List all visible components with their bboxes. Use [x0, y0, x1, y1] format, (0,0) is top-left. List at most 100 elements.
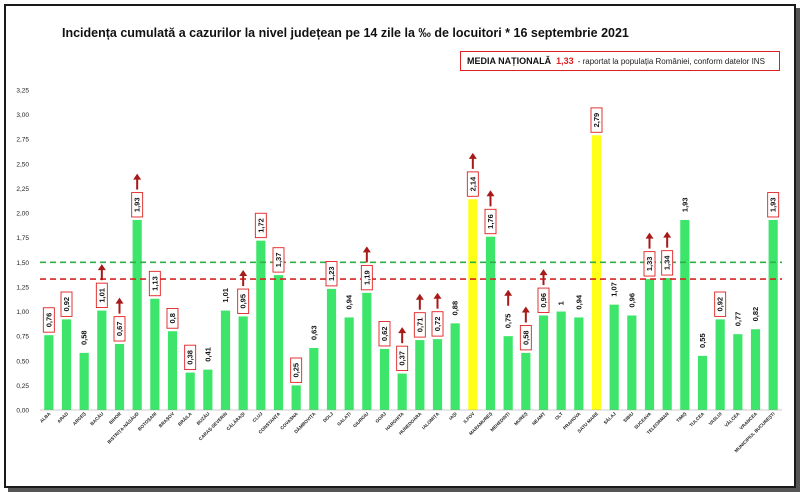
bar-tulcea — [697, 355, 708, 410]
value-label-box — [254, 212, 267, 239]
value-label: 2,79 — [592, 113, 601, 128]
x-tick-label: GALAȚI — [336, 411, 352, 427]
national-average-box: MEDIA NAȚIONALĂ 1,33 - raportat la popul… — [460, 51, 780, 71]
bar-satu-mare — [591, 135, 602, 411]
bar-timiș — [680, 219, 690, 410]
value-label: 0,41 — [203, 347, 212, 362]
value-label: 0,38 — [186, 350, 195, 365]
bar-botoșani — [150, 298, 160, 410]
value-label: 0,92 — [716, 297, 725, 312]
x-tick-label: SĂLAJ — [602, 410, 617, 425]
value-label: 0,94 — [345, 294, 354, 309]
value-label: 0,58 — [521, 330, 530, 345]
value-label: 0,95 — [239, 294, 248, 309]
bar-vâlcea — [733, 334, 743, 410]
value-label: 1,01 — [221, 288, 230, 303]
national-average-label: MEDIA NAȚIONALĂ — [467, 56, 552, 66]
value-label: 1,37 — [274, 253, 283, 268]
y-tick-label: 1,50 — [16, 260, 29, 267]
bar-covasna — [291, 385, 301, 410]
value-label: 1 — [557, 301, 566, 305]
value-label-box — [325, 261, 338, 287]
value-label: 0,62 — [380, 326, 389, 341]
trend-up-arrowhead-icon — [663, 231, 672, 238]
x-tick-label: BIHOR — [108, 411, 122, 425]
value-label-box — [378, 321, 391, 347]
x-tick-label: ARAD — [56, 411, 69, 424]
x-tick-label: BOTOȘANI — [137, 411, 158, 432]
national-average-note: - raportat la populația României, confor… — [577, 56, 765, 66]
value-label: 0,75 — [504, 314, 513, 329]
trend-up-arrowhead-icon — [362, 246, 371, 253]
bar-sibiu — [627, 315, 637, 410]
value-label: 0,8 — [168, 313, 177, 323]
bar-giurgiu — [362, 292, 372, 410]
value-label-box — [466, 171, 479, 197]
x-tick-label: GORJ — [374, 411, 387, 424]
value-label-box — [590, 107, 603, 133]
x-tick-label: VASLUI — [708, 411, 723, 426]
x-tick-label: CĂLĂRAȘI — [225, 410, 247, 432]
trend-up-arrowhead-icon — [415, 293, 424, 300]
value-label: 1,23 — [327, 266, 336, 281]
x-tick-label: BISTRIȚA-NĂSĂUD — [106, 410, 141, 445]
bar-bihor — [114, 344, 125, 410]
bar-constanța — [273, 275, 284, 410]
value-label: 1,76 — [486, 214, 495, 229]
value-label-box — [60, 291, 73, 317]
trend-up-arrowhead-icon — [504, 289, 513, 296]
bar-vrancea — [750, 329, 761, 410]
trend-up-arrowhead-icon — [486, 190, 495, 197]
value-label: 0,96 — [539, 293, 548, 308]
national-average-value: 1,33 — [556, 56, 574, 66]
bar-suceava — [644, 279, 655, 410]
value-label-box — [237, 288, 250, 314]
trend-up-arrowhead-icon — [398, 327, 407, 334]
trend-up-arrowhead-icon — [97, 264, 106, 271]
value-label-box — [131, 192, 144, 218]
bar-sălaj — [609, 304, 619, 410]
value-label: 0,58 — [80, 330, 89, 345]
trend-up-arrowhead-icon — [433, 292, 442, 299]
value-label-box — [290, 357, 303, 383]
value-label: 0,77 — [733, 312, 742, 327]
value-label-box — [767, 192, 780, 218]
value-label-box — [643, 251, 656, 277]
value-label: 1,01 — [97, 288, 106, 303]
trend-up-arrowhead-icon — [521, 306, 530, 313]
value-label: 0,94 — [574, 294, 583, 309]
value-label-box — [431, 311, 444, 337]
trend-up-arrowhead-icon — [239, 270, 248, 277]
x-tick-label: BUZĂU — [195, 410, 211, 426]
value-label: 0,25 — [292, 363, 301, 378]
value-label: 0,82 — [751, 307, 760, 322]
bar-mehedinți — [503, 336, 513, 410]
bar-bacău — [97, 310, 107, 410]
x-tick-label: NEAMȚ — [531, 411, 546, 426]
chart-title: Incidența cumulată a cazurilor la nivel … — [62, 26, 629, 40]
value-label: 0,88 — [451, 301, 460, 316]
value-label: 1,93 — [769, 197, 778, 212]
bar-argeș — [79, 352, 89, 410]
bar-teleorman — [662, 278, 672, 410]
trend-up-arrowhead-icon — [115, 297, 124, 304]
value-label: 0,63 — [309, 325, 318, 340]
x-tick-label: IALOMIȚA — [421, 411, 441, 431]
value-label-box — [537, 287, 550, 313]
value-label-box — [519, 325, 532, 351]
x-tick-label: IAȘI — [448, 411, 459, 422]
value-label-box — [95, 282, 108, 309]
y-tick-label: 2,00 — [16, 211, 29, 218]
value-label: 0,67 — [115, 322, 124, 337]
value-label: 1,93 — [680, 197, 689, 212]
x-tick-label: SIBIU — [622, 411, 635, 424]
bar-bistrița-năsăud — [132, 219, 142, 410]
bar-dolj — [326, 288, 337, 410]
bar-galați — [344, 317, 354, 410]
bar-gorj — [379, 348, 390, 410]
bar-cluj — [256, 240, 266, 410]
bar-prahova — [574, 317, 584, 410]
y-tick-label: 0,00 — [16, 408, 29, 415]
bar-ialomița — [432, 339, 443, 410]
